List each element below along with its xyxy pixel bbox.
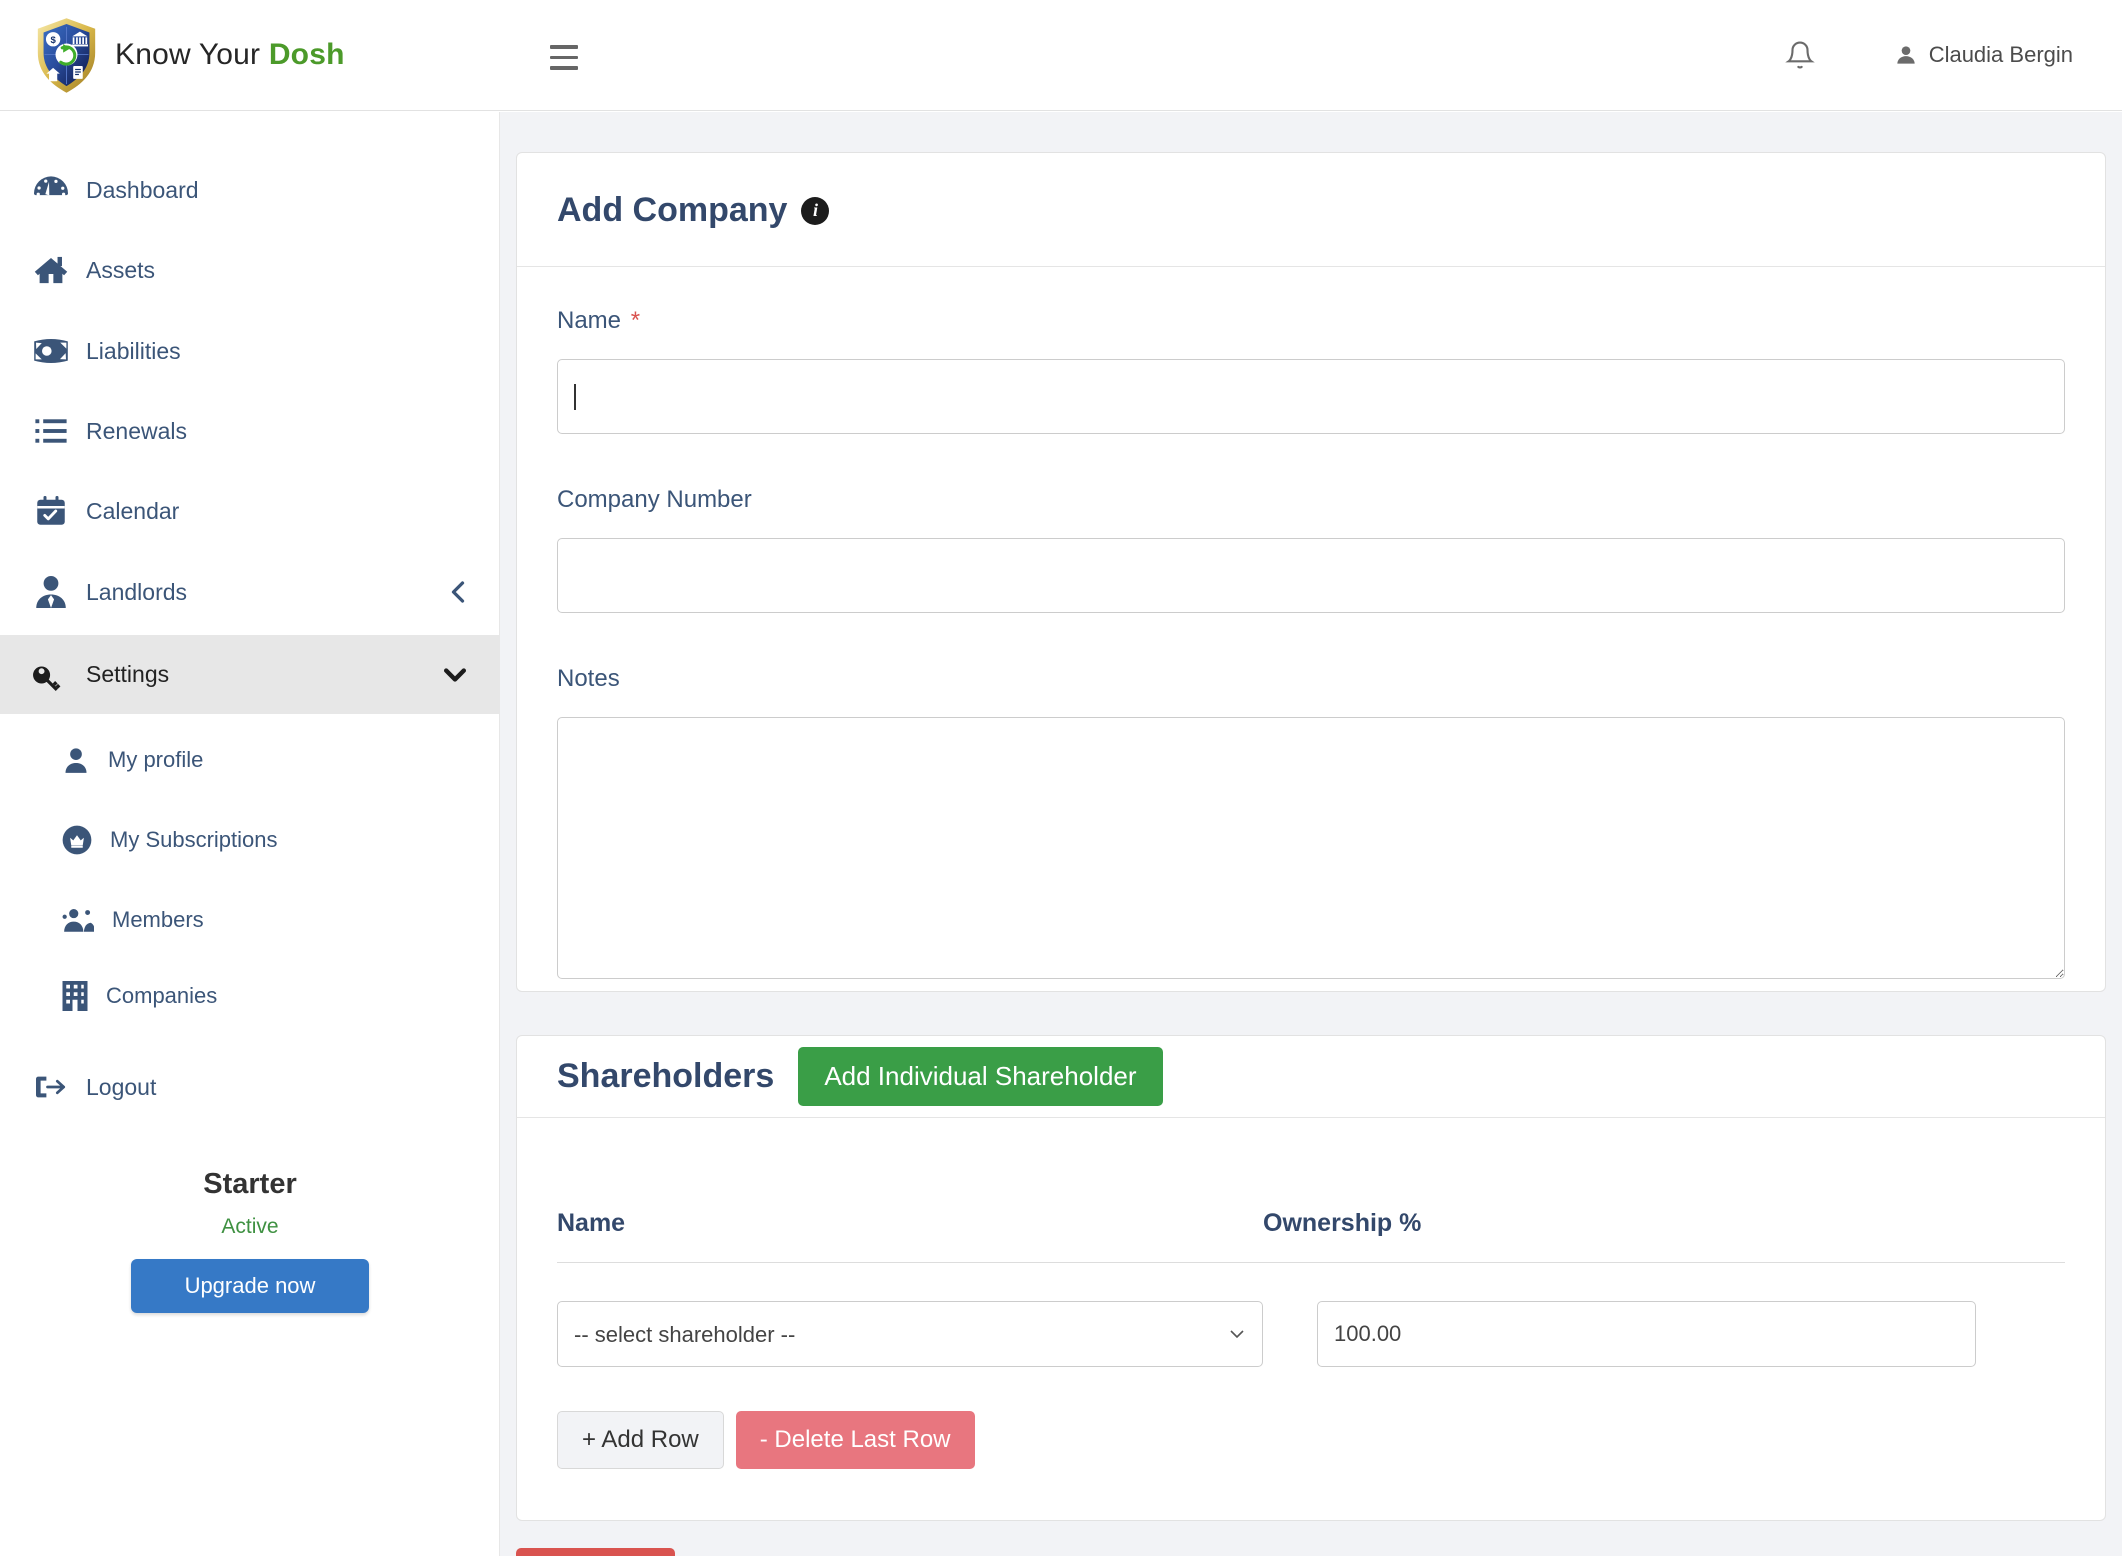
svg-text:$: $ — [50, 35, 56, 46]
